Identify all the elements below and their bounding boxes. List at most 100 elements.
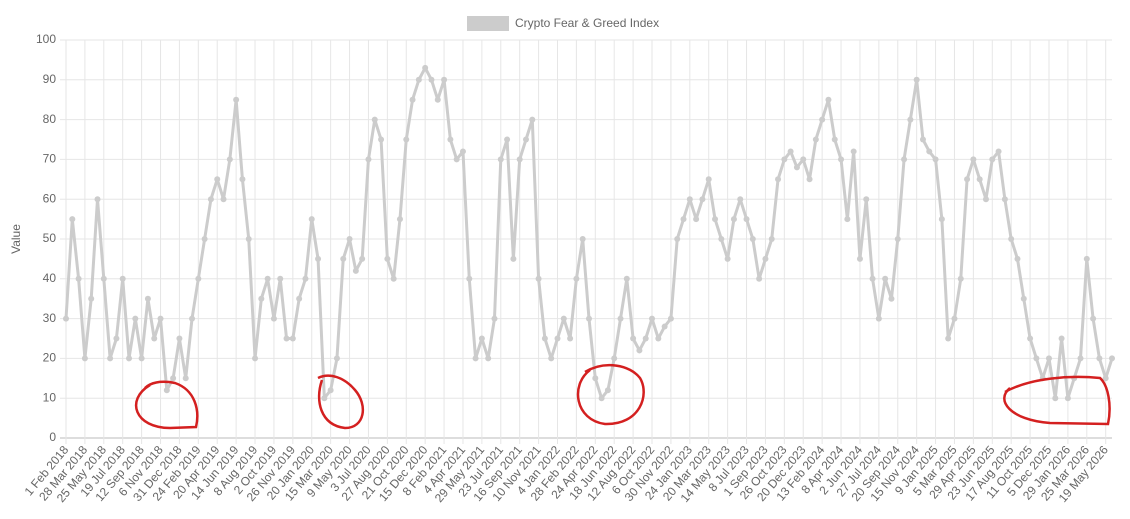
data-point — [441, 76, 448, 83]
data-point — [352, 267, 359, 274]
data-point — [957, 275, 964, 282]
data-point — [252, 355, 259, 362]
data-point — [586, 315, 592, 322]
y-tick-label: 40 — [43, 271, 57, 285]
data-point — [472, 355, 479, 362]
data-point — [699, 196, 706, 203]
data-point — [976, 176, 983, 183]
data-point — [459, 148, 466, 155]
data-point — [775, 176, 782, 183]
data-line — [64, 66, 1114, 400]
data-point — [812, 136, 819, 143]
data-point — [667, 315, 674, 322]
data-point — [945, 335, 952, 342]
data-point — [762, 255, 769, 262]
data-point — [730, 216, 737, 223]
data-point — [913, 76, 920, 83]
data-point — [447, 136, 454, 143]
data-point — [422, 64, 429, 71]
data-point — [1001, 196, 1008, 203]
data-point — [1052, 395, 1059, 402]
data-point — [604, 387, 611, 394]
data-point — [113, 335, 120, 342]
data-point — [919, 136, 926, 143]
legend-swatch — [467, 16, 509, 31]
data-point — [453, 156, 460, 163]
data-point — [630, 335, 637, 342]
y-tick-label: 30 — [43, 311, 57, 325]
data-point — [321, 395, 328, 402]
data-point — [737, 196, 744, 203]
data-point — [491, 315, 498, 322]
data-point — [522, 136, 529, 143]
data-point — [888, 295, 895, 302]
data-point — [378, 136, 385, 143]
data-point — [126, 355, 133, 362]
data-point — [327, 387, 334, 394]
y-tick-label: 70 — [43, 152, 57, 166]
data-point — [989, 156, 996, 163]
data-point — [1096, 355, 1103, 362]
data-point — [1033, 355, 1040, 362]
data-point — [787, 148, 794, 155]
data-point — [856, 255, 863, 262]
data-point — [535, 275, 542, 282]
data-point — [239, 176, 246, 183]
data-point — [75, 275, 82, 282]
data-point — [623, 275, 630, 282]
data-point — [674, 236, 681, 242]
data-point — [302, 275, 309, 282]
data-point — [264, 275, 271, 282]
data-point — [573, 275, 580, 282]
data-point — [270, 315, 277, 322]
data-point — [189, 315, 196, 322]
data-point — [1020, 295, 1027, 302]
data-point — [863, 196, 870, 203]
data-point — [94, 196, 101, 203]
data-point — [982, 196, 989, 203]
data-point — [428, 76, 435, 83]
data-point — [346, 236, 353, 242]
data-point — [819, 116, 826, 123]
data-point — [932, 156, 939, 163]
data-point — [390, 275, 397, 282]
data-point — [396, 216, 403, 223]
data-point — [245, 236, 252, 242]
data-point — [756, 275, 763, 282]
data-point — [170, 375, 177, 382]
data-point — [938, 216, 945, 223]
data-point — [182, 375, 189, 382]
data-point — [686, 196, 693, 203]
data-point — [163, 387, 170, 394]
data-point — [315, 255, 322, 262]
data-point — [800, 156, 807, 163]
data-point — [100, 275, 107, 282]
annotations — [134, 364, 1111, 430]
y-tick-label: 80 — [43, 112, 57, 126]
data-point — [233, 96, 240, 103]
data-point — [838, 156, 845, 163]
data-point — [277, 275, 284, 282]
data-point — [289, 335, 296, 342]
data-point — [793, 164, 800, 171]
data-point — [63, 315, 69, 322]
data-point — [403, 136, 410, 143]
data-point — [661, 323, 668, 330]
data-point — [214, 176, 221, 183]
data-point — [69, 216, 76, 223]
data-point — [485, 355, 492, 362]
data-point — [371, 116, 378, 123]
data-point — [283, 335, 290, 342]
circle-annotation — [1003, 375, 1111, 426]
data-point — [195, 275, 202, 282]
circle-annotation — [134, 380, 199, 430]
y-axis-label: Value — [9, 224, 23, 254]
data-point — [875, 315, 882, 322]
data-point — [718, 236, 725, 242]
data-point — [1008, 236, 1015, 242]
legend-label: Crypto Fear & Greed Index — [515, 16, 659, 30]
y-tick-label: 20 — [43, 351, 57, 365]
data-point — [901, 156, 908, 163]
